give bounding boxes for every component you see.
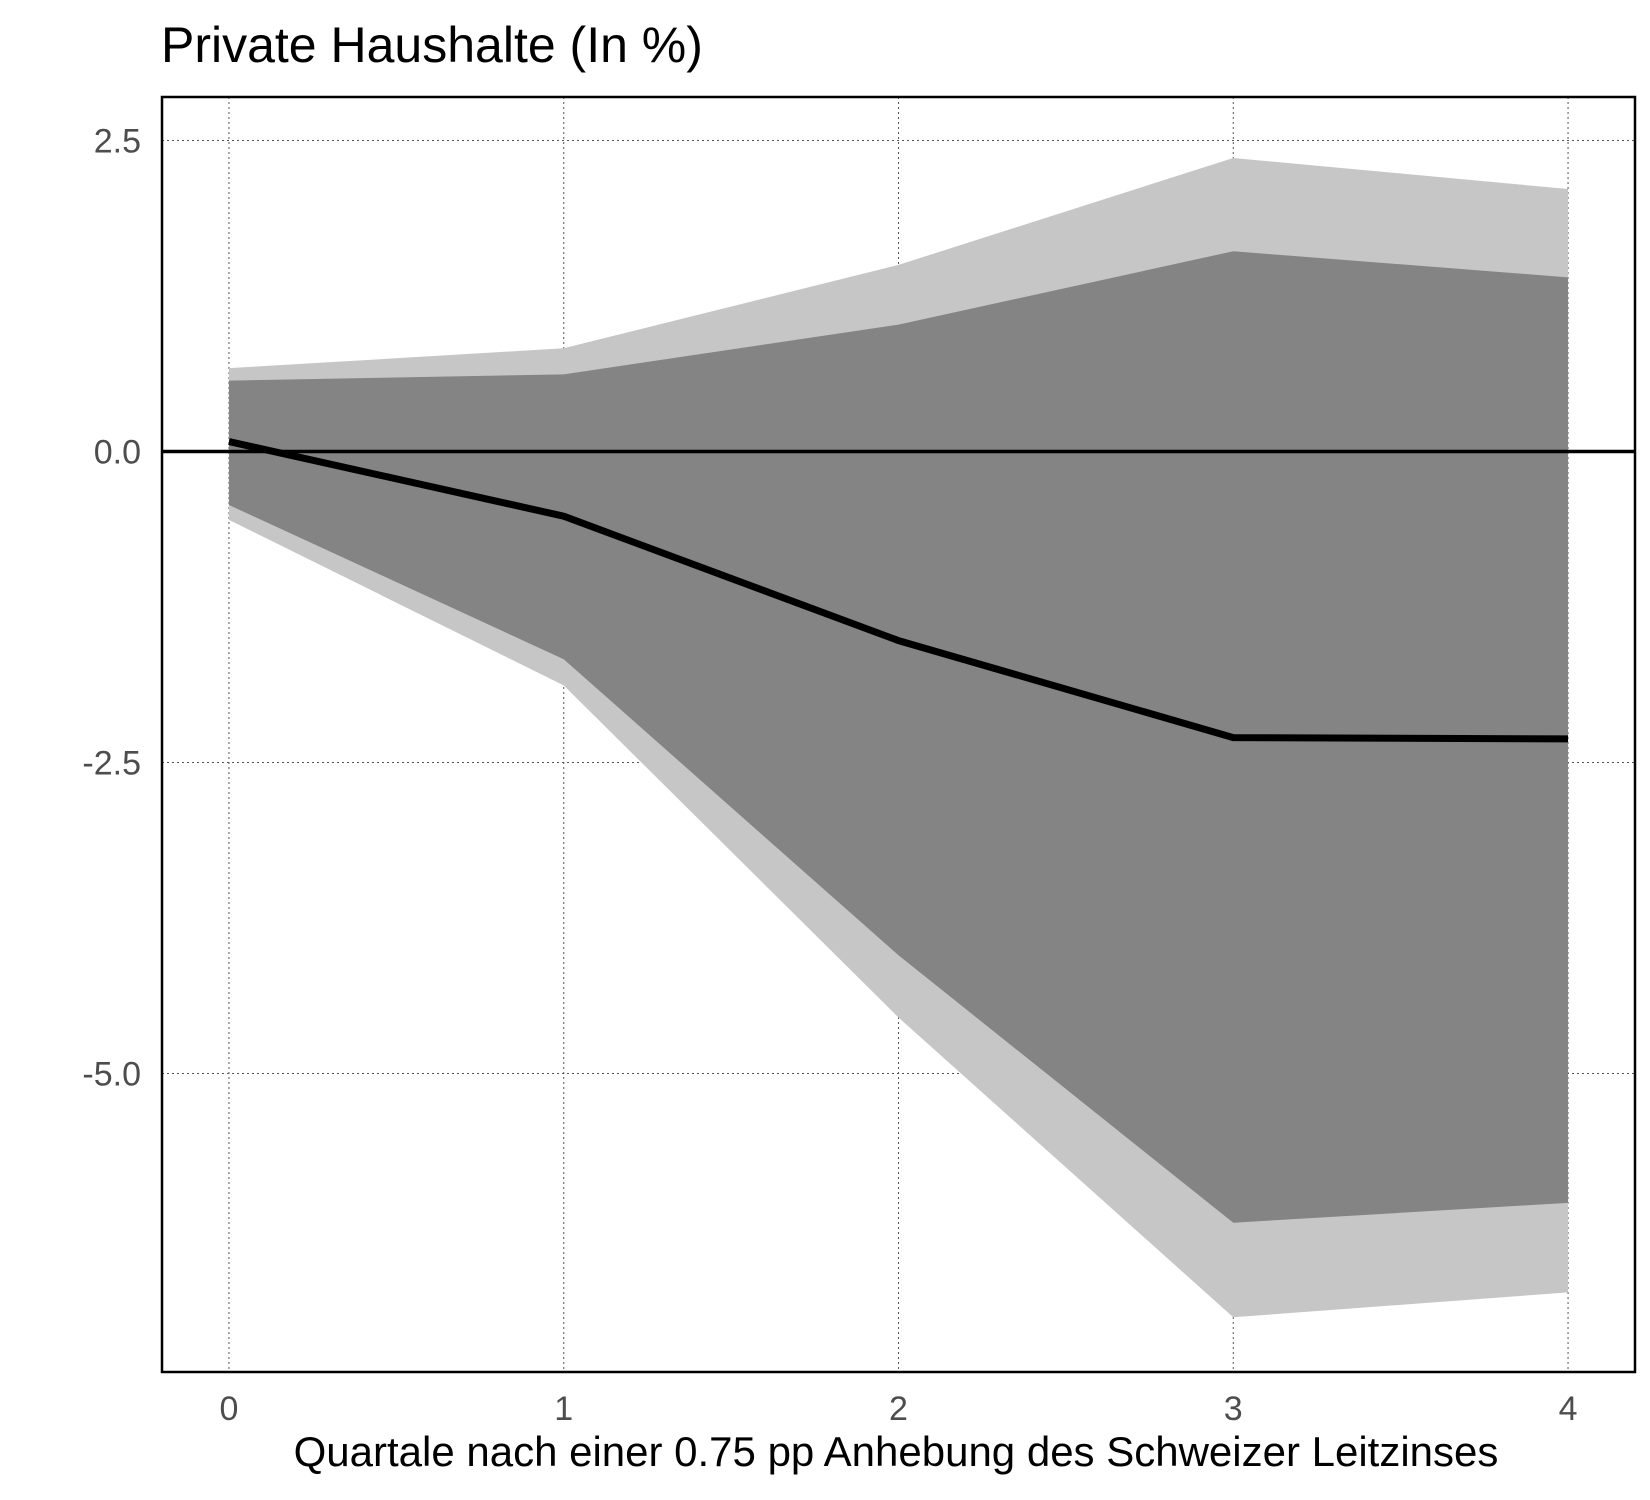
inner-band bbox=[228, 251, 1569, 1223]
x-tick-label: 4 bbox=[1559, 1390, 1578, 1428]
x-tick-label: 3 bbox=[1224, 1390, 1243, 1428]
plot-frame bbox=[160, 95, 1637, 1374]
x-tick-label: 0 bbox=[219, 1390, 238, 1428]
y-tick-label: -2.5 bbox=[82, 744, 141, 782]
y-tick-label: 0.0 bbox=[94, 434, 141, 472]
x-tick-label: 2 bbox=[889, 1390, 908, 1428]
x-axis-label: Quartale nach einer 0.75 pp Anhebung des… bbox=[294, 1428, 1499, 1475]
y-tick-label: 2.5 bbox=[94, 123, 141, 161]
plot-area bbox=[162, 97, 1635, 1372]
chart-title: Private Haushalte (In %) bbox=[161, 17, 703, 73]
y-tick-label: -5.0 bbox=[82, 1055, 141, 1093]
x-tick-label: 1 bbox=[554, 1390, 573, 1428]
median-line bbox=[228, 438, 1569, 743]
axis-ticks: 0 1 2 3 4 2.5 0.0 -2.5 -5.0 bbox=[82, 123, 1577, 1428]
